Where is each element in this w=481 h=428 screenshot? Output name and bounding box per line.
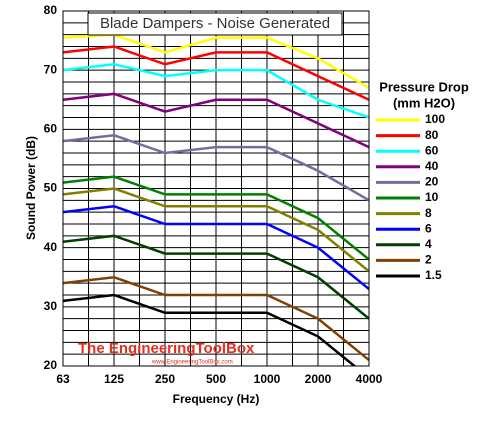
series-line bbox=[63, 45, 369, 101]
y-tick-label: 20 bbox=[44, 358, 58, 372]
legend-label: 80 bbox=[425, 128, 439, 142]
legend-label: 1.5 bbox=[425, 268, 442, 282]
legend-label: 4 bbox=[425, 237, 432, 251]
watermark-url: www.EngineeringToolBox.com bbox=[151, 360, 233, 366]
chart-title: Blade Dampers - Noise Generated bbox=[100, 15, 330, 32]
legend-title: Pressure Drop bbox=[379, 79, 469, 94]
y-tick-label: 80 bbox=[44, 3, 58, 17]
y-tick-label: 70 bbox=[44, 62, 58, 76]
legend-label: 10 bbox=[425, 190, 439, 204]
legend-title: (mm H2O) bbox=[393, 95, 455, 110]
series-line bbox=[63, 187, 369, 273]
x-tick-label: 125 bbox=[104, 372, 124, 386]
series-line bbox=[63, 175, 369, 261]
series-line bbox=[63, 293, 357, 366]
series-line bbox=[63, 275, 369, 362]
legend-label: 6 bbox=[425, 221, 432, 235]
legend-label: 2 bbox=[425, 253, 432, 267]
x-tick-label: 4000 bbox=[356, 372, 383, 386]
legend-label: 40 bbox=[425, 159, 439, 173]
x-tick-label: 2000 bbox=[305, 372, 332, 386]
y-tick-label: 60 bbox=[44, 122, 58, 136]
y-axis-label: Sound Power (dB) bbox=[24, 136, 38, 240]
y-tick-label: 50 bbox=[44, 181, 58, 195]
legend-label: 8 bbox=[425, 206, 432, 220]
series-line bbox=[63, 92, 369, 149]
x-tick-label: 250 bbox=[155, 372, 175, 386]
watermark: The EngineeringToolBox bbox=[78, 340, 255, 357]
x-tick-label: 500 bbox=[206, 372, 226, 386]
y-tick-label: 30 bbox=[44, 299, 58, 313]
series-line bbox=[63, 62, 369, 119]
x-tick-label: 63 bbox=[56, 372, 70, 386]
x-tick-label: 1000 bbox=[254, 372, 281, 386]
x-axis-label: Frequency (Hz) bbox=[173, 392, 260, 406]
y-tick-label: 40 bbox=[44, 240, 58, 254]
legend-label: 20 bbox=[425, 175, 439, 189]
plot-frame bbox=[62, 10, 370, 367]
title-box bbox=[87, 12, 343, 36]
legend-label: 60 bbox=[425, 143, 439, 157]
series-line bbox=[63, 133, 369, 202]
legend-label: 100 bbox=[425, 112, 445, 126]
series-line bbox=[63, 234, 369, 320]
series-line bbox=[63, 204, 369, 291]
